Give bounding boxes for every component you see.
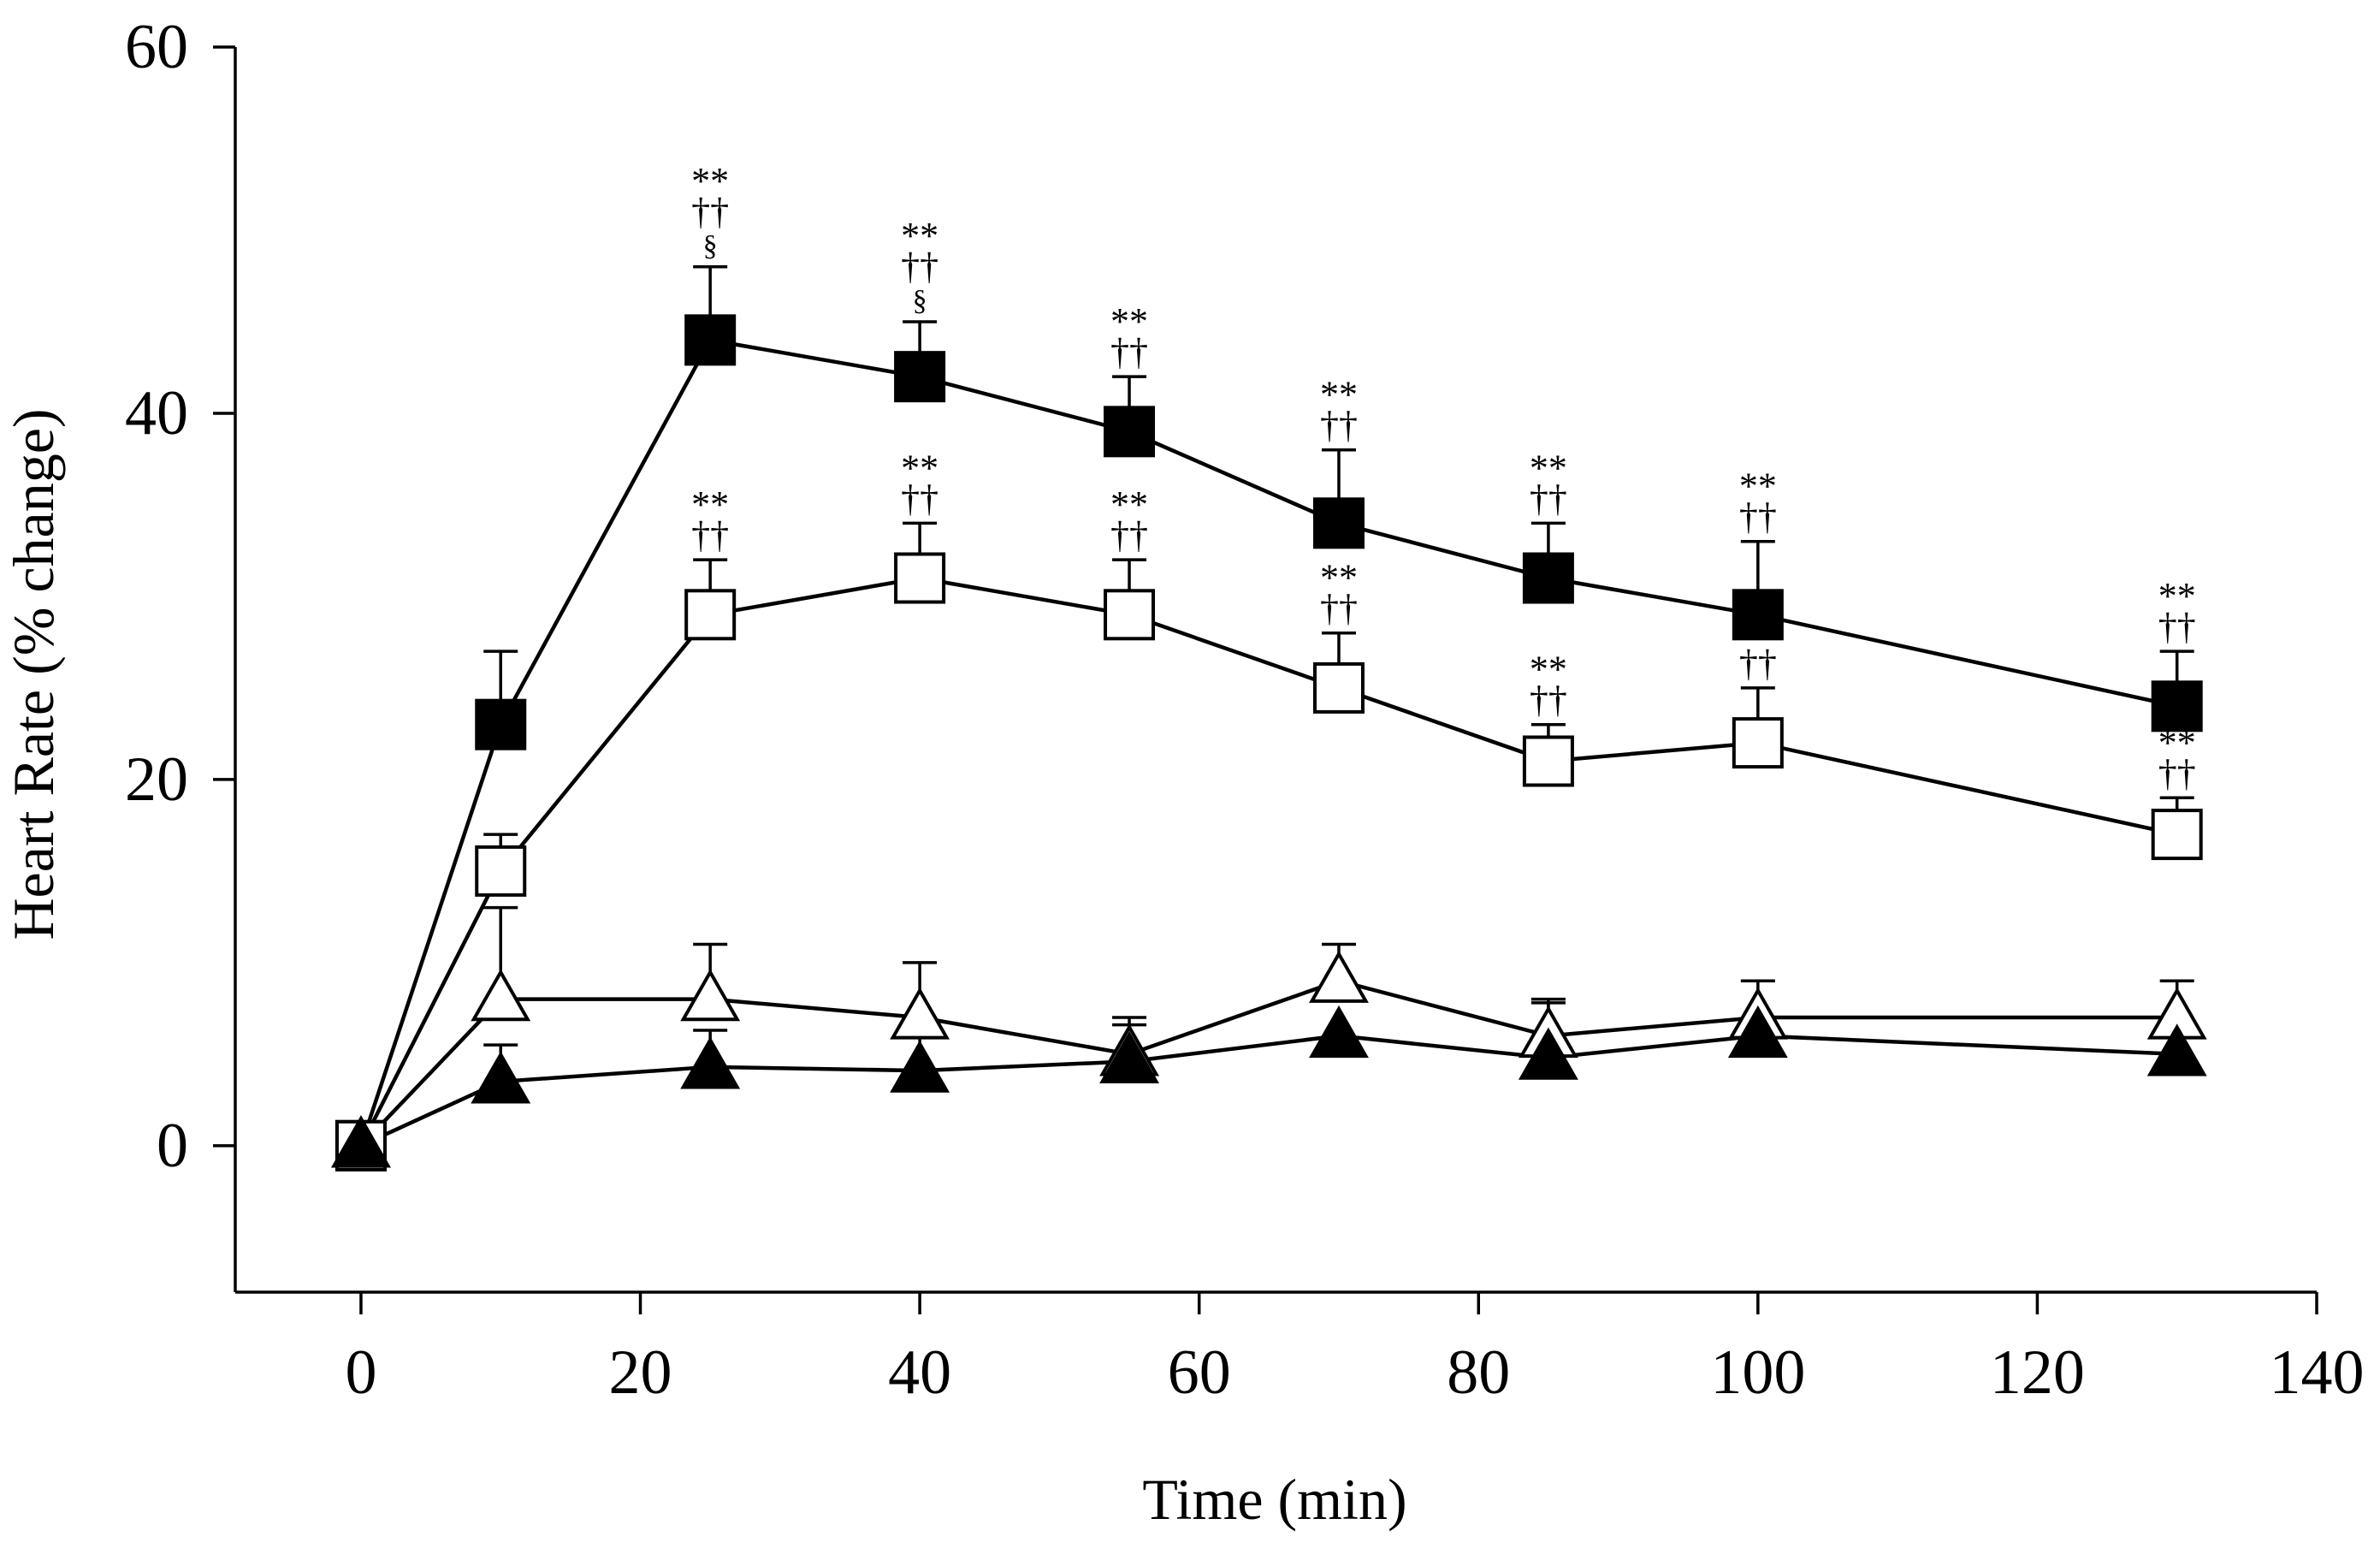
significance-mark: **	[1320, 374, 1358, 416]
significance-mark: **	[901, 215, 938, 257]
significance-mark: **	[2158, 721, 2196, 763]
point-filled-square	[684, 314, 737, 366]
significance-mark: **	[1739, 466, 1777, 507]
point-filled-square	[1104, 406, 1156, 458]
point-filled-square	[1312, 497, 1365, 549]
significance-mark: ††	[691, 191, 729, 233]
point-filled-square	[475, 698, 527, 750]
point-filled-triangle	[1518, 1027, 1578, 1080]
point-filled-triangle	[680, 1036, 741, 1089]
point-open-square	[1312, 661, 1365, 714]
point-open-triangle	[680, 969, 741, 1022]
point-open-square	[1732, 717, 1784, 769]
point-filled-triangle	[471, 1051, 531, 1104]
x-tick-label: 140	[2270, 1338, 2365, 1408]
significance-mark: §	[703, 230, 718, 262]
point-filled-triangle	[331, 1115, 391, 1168]
y-tick-label: 20	[125, 744, 188, 815]
significance-mark: ††	[691, 514, 729, 556]
point-open-square	[1522, 735, 1574, 787]
point-filled-triangle	[1099, 1030, 1159, 1084]
significance-mark: **	[1530, 447, 1567, 489]
significance-mark: **	[901, 447, 938, 489]
point-open-square	[475, 845, 527, 897]
significance-mark: §	[913, 285, 927, 317]
point-filled-triangle	[1309, 1005, 1369, 1059]
significance-mark: **	[691, 483, 729, 525]
significance-mark: ††	[901, 477, 938, 519]
significance-mark: **	[2158, 575, 2196, 617]
point-open-triangle	[1309, 950, 1369, 1003]
significance-mark: ††	[1320, 588, 1358, 630]
annotations: **††§ **††§ **††**††**†† **††**††**††**†† **…	[691, 160, 2196, 795]
x-axis-title: Time (min)	[1142, 1467, 1406, 1532]
point-open-square	[2151, 809, 2203, 861]
point-open-square	[684, 589, 737, 641]
point-open-triangle	[471, 969, 531, 1022]
significance-mark: **	[1110, 300, 1148, 342]
point-filled-square	[2151, 680, 2203, 733]
significance-mark: **	[1530, 649, 1567, 691]
significance-mark: ††	[1320, 405, 1358, 447]
series-line-open-square	[358, 576, 2178, 1147]
x-tick-label: 60	[1168, 1338, 1231, 1408]
point-open-square	[1104, 589, 1156, 641]
series-line-filled-triangle	[360, 1034, 2177, 1148]
point-filled-square	[894, 351, 946, 403]
y-tick-label: 0	[157, 1111, 188, 1181]
significance-mark: ††	[1530, 477, 1567, 519]
point-open-triangle	[890, 987, 950, 1040]
series-line-open-triangle	[359, 978, 2177, 1148]
point-open-square	[894, 552, 946, 604]
point-filled-square	[1522, 552, 1574, 604]
point-filled-triangle	[2146, 1023, 2207, 1077]
series-line-filled-square	[358, 337, 2178, 1147]
axes: 0 20 40 60 0 20 40 60 80 100 120 140	[125, 12, 2365, 1408]
significance-mark: **	[691, 160, 729, 202]
x-tick-label: 80	[1447, 1338, 1510, 1408]
series-layer	[331, 265, 2207, 1171]
y-tick-label: 60	[125, 12, 188, 82]
point-filled-triangle	[890, 1040, 950, 1093]
point-filled-triangle	[1727, 1005, 1788, 1059]
significance-mark: **	[1739, 612, 1777, 654]
significance-mark: ††	[1530, 679, 1567, 721]
y-tick-label: 40	[125, 378, 188, 448]
significance-mark: **	[1320, 557, 1358, 599]
point-filled-square	[1732, 589, 1784, 641]
significance-mark: ††	[1110, 331, 1148, 373]
significance-mark: ††	[1739, 496, 1777, 538]
significance-mark: ††	[901, 246, 938, 288]
y-axis-title: Heart Rate (% change)	[1, 408, 66, 940]
x-tick-label: 20	[609, 1338, 672, 1408]
x-tick-label: 40	[888, 1338, 951, 1408]
significance-mark: ††	[2158, 752, 2196, 794]
significance-mark: ††	[2158, 606, 2196, 648]
significance-mark: **	[1110, 483, 1148, 525]
significance-mark: ††	[1110, 514, 1148, 556]
x-tick-label: 0	[345, 1338, 376, 1408]
significance-mark: ††	[1739, 643, 1777, 685]
x-tick-label: 120	[1990, 1338, 2085, 1408]
x-tick-label: 100	[1710, 1338, 1805, 1408]
